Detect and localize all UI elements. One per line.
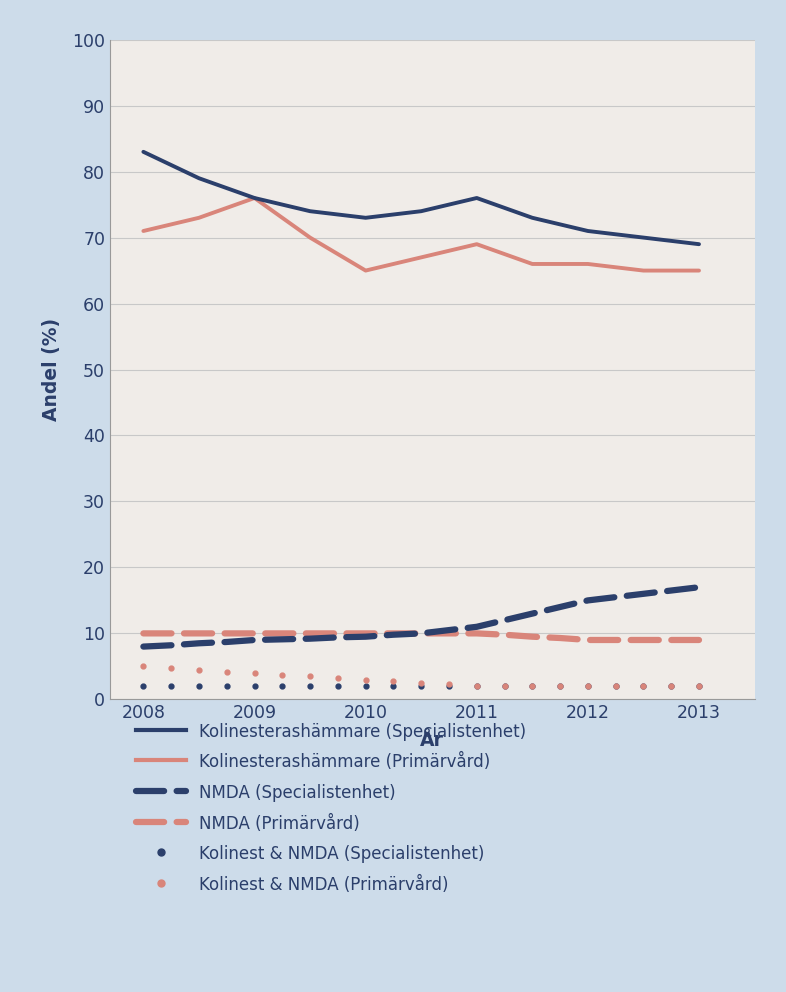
Legend: Kolinesterashämmare (Specialistenhet), Kolinesterashämmare (Primärvård), NMDA (S: Kolinesterashämmare (Specialistenhet), K…: [136, 722, 527, 894]
X-axis label: År: År: [421, 730, 444, 750]
Y-axis label: Andel (%): Andel (%): [42, 318, 61, 421]
